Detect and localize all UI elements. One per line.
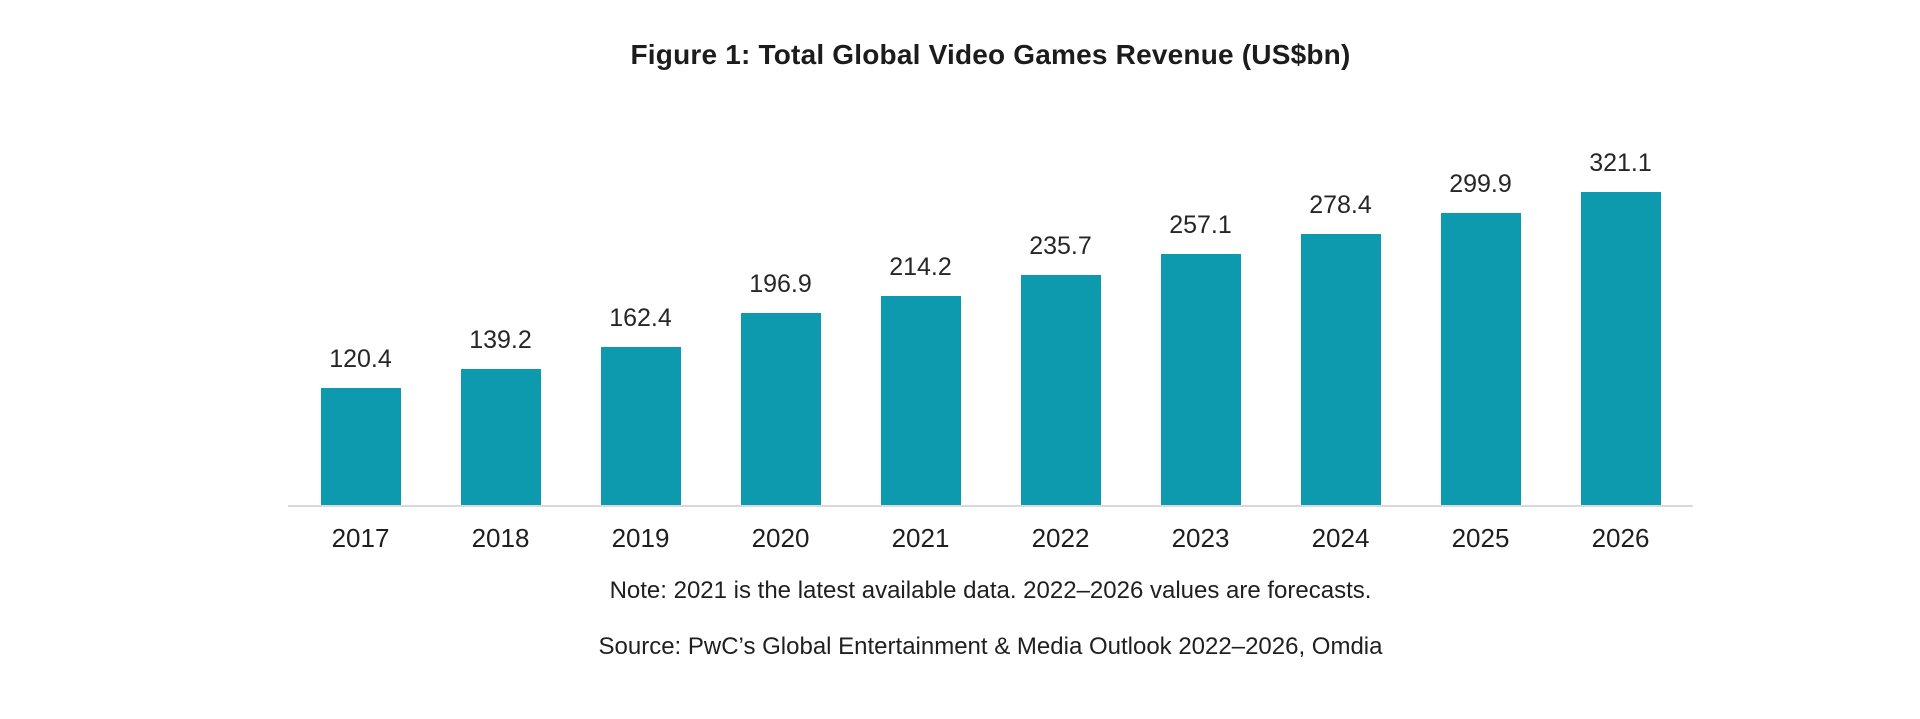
bar-2017	[320, 388, 401, 505]
bar-2019	[600, 347, 681, 505]
x-axis-line	[288, 505, 1693, 507]
x-axis-label: 2019	[611, 523, 670, 553]
x-axis-label: 2025	[1451, 523, 1510, 553]
bar-value-label: 214.2	[889, 253, 952, 281]
bar-column-2026: 321.1 2026	[1580, 148, 1661, 553]
x-axis-label: 2023	[1171, 523, 1230, 553]
bar-column-2023: 257.1 2023	[1160, 210, 1241, 553]
chart-title: Figure 1: Total Global Video Games Reven…	[630, 39, 1351, 70]
bar-column-2022: 235.7 2022	[1020, 231, 1101, 553]
bar-column-2018: 139.2 2018	[460, 325, 541, 553]
x-axis-label: 2017	[331, 523, 390, 553]
bar-2024	[1300, 234, 1381, 505]
bar-value-label: 196.9	[749, 270, 812, 298]
x-axis-label: 2022	[1031, 523, 1090, 553]
figure-container: Figure 1: Total Global Video Games Reven…	[288, 38, 1693, 662]
bar-chart-plot: 120.4 2017 139.2 2018 162.4 2019 196.9 2020 214.…	[288, 148, 1693, 551]
chart-source: Source: PwC’s Global Entertainment & Med…	[598, 633, 1383, 660]
bar-column-2021: 214.2 2021	[880, 252, 961, 553]
bar-column-2017: 120.4 2017	[320, 344, 401, 553]
bar-2023	[1160, 254, 1241, 505]
bar-2018	[460, 369, 541, 505]
bar-2025	[1440, 213, 1521, 505]
bar-2026	[1580, 192, 1661, 505]
bar-value-label: 321.1	[1589, 149, 1652, 177]
bar-value-label: 278.4	[1309, 191, 1372, 219]
bar-value-label: 139.2	[469, 326, 532, 354]
bar-column-2025: 299.9 2025	[1440, 169, 1521, 553]
bar-value-label: 299.9	[1449, 170, 1512, 198]
bar-2020	[740, 313, 821, 505]
chart-note: Note: 2021 is the latest available data.…	[609, 577, 1372, 604]
bar-column-2019: 162.4 2019	[600, 303, 681, 553]
x-axis-label: 2024	[1311, 523, 1370, 553]
bar-column-2020: 196.9 2020	[740, 269, 821, 553]
bar-value-label: 235.7	[1029, 232, 1092, 260]
x-axis-label: 2020	[751, 523, 810, 553]
bar-value-label: 162.4	[609, 304, 672, 332]
x-axis-label: 2018	[471, 523, 530, 553]
bar-value-label: 120.4	[329, 345, 392, 373]
x-axis-label: 2026	[1591, 523, 1650, 553]
bar-column-2024: 278.4 2024	[1300, 190, 1381, 553]
bar-2021	[880, 296, 961, 505]
bar-2022	[1020, 275, 1101, 505]
bar-value-label: 257.1	[1169, 211, 1232, 239]
x-axis-label: 2021	[891, 523, 950, 553]
